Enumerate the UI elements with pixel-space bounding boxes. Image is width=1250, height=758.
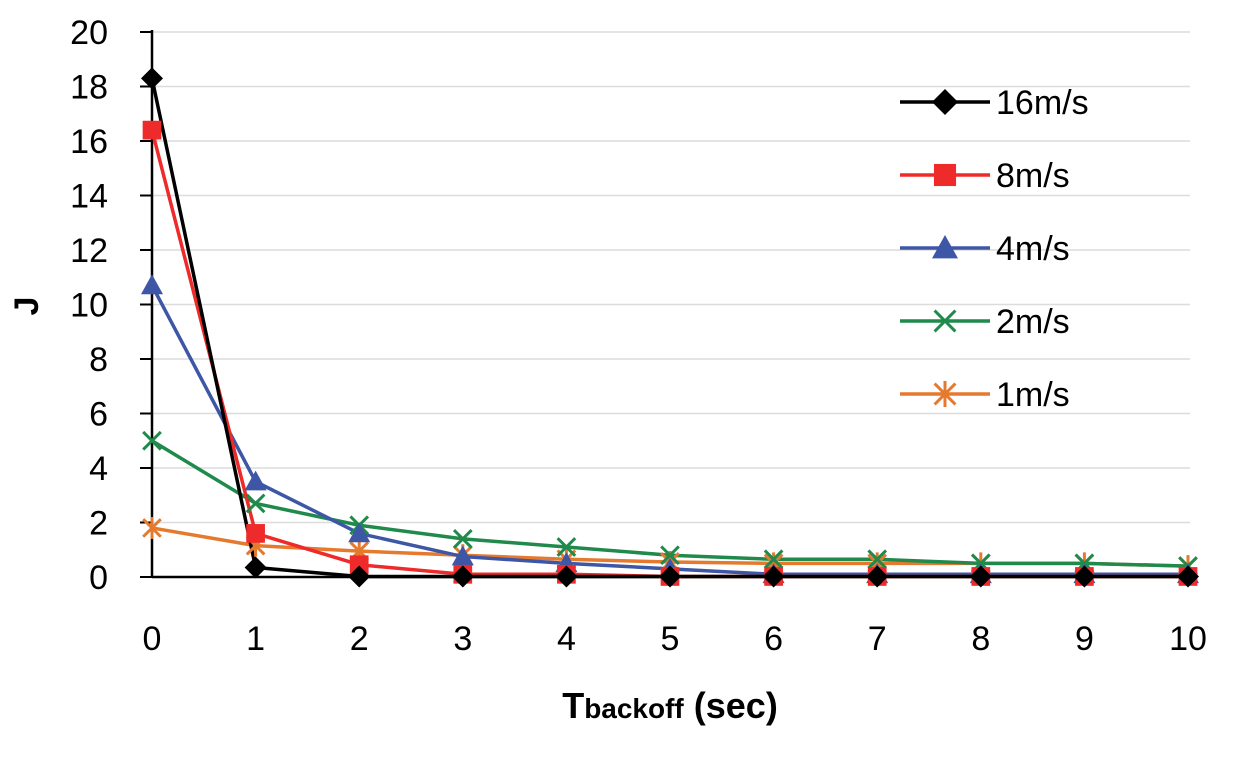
x-tick-label: 9 bbox=[1075, 620, 1094, 658]
y-tick-label: 6 bbox=[89, 396, 108, 434]
data-point-marker bbox=[867, 549, 888, 570]
gridlines bbox=[140, 31, 1190, 578]
x-axis-title-subscript: backoff bbox=[584, 693, 684, 724]
y-tick-label: 4 bbox=[89, 450, 108, 488]
y-tick-label: 2 bbox=[89, 505, 108, 543]
x-tick-label: 1 bbox=[246, 620, 265, 658]
y-tick-label: 18 bbox=[70, 69, 108, 107]
data-point-marker bbox=[348, 565, 371, 588]
data-point-marker bbox=[349, 555, 369, 575]
y-tick-label: 0 bbox=[89, 559, 108, 597]
data-point-marker bbox=[660, 545, 680, 566]
series-markers-2m-s bbox=[142, 430, 1198, 576]
y-tick-label: 14 bbox=[70, 178, 108, 216]
series-markers bbox=[141, 67, 1199, 588]
data-point-marker bbox=[932, 235, 958, 259]
legend-item: 4m/s bbox=[900, 230, 1070, 268]
data-point-marker bbox=[141, 67, 163, 90]
x-tick-label: 0 bbox=[143, 620, 162, 658]
data-point-marker bbox=[142, 430, 162, 451]
y-tick-label: 20 bbox=[70, 14, 108, 52]
x-tick-label: 4 bbox=[557, 620, 576, 658]
data-point-marker bbox=[142, 120, 162, 140]
data-point-marker bbox=[1073, 565, 1096, 588]
data-point-marker bbox=[555, 565, 578, 588]
legend-label: 16m/s bbox=[996, 84, 1089, 122]
legend-item: 16m/s bbox=[900, 84, 1089, 122]
legend-label: 4m/s bbox=[996, 230, 1070, 268]
data-point-marker bbox=[763, 549, 784, 570]
data-point-marker bbox=[762, 565, 785, 588]
y-axis-title: J bbox=[8, 297, 46, 316]
x-tick-label: 3 bbox=[453, 620, 472, 658]
x-axis-title-main: T bbox=[562, 685, 584, 726]
x-tick-label: 8 bbox=[971, 620, 990, 658]
y-tick-label: 16 bbox=[70, 123, 108, 161]
data-point-marker bbox=[933, 309, 957, 333]
y-tick-label: 8 bbox=[89, 341, 108, 379]
y-tick-labels: 0 2 4 6 8 10 12 14 16 18 20 bbox=[70, 14, 108, 597]
data-point-marker bbox=[932, 89, 958, 115]
data-point-marker bbox=[659, 565, 681, 588]
x-axis-title: Tbackoff (sec) bbox=[562, 685, 778, 726]
legend: 16m/s 8m/s 4m/s 2m/s 1m/s bbox=[900, 84, 1089, 414]
x-tick-label: 10 bbox=[1169, 620, 1207, 658]
legend-label: 1m/s bbox=[996, 376, 1070, 414]
data-point-marker bbox=[452, 528, 473, 549]
x-tick-label: 5 bbox=[661, 620, 680, 658]
data-point-marker bbox=[246, 524, 265, 543]
x-tick-label: 2 bbox=[350, 620, 369, 658]
series-markers-16m-s bbox=[141, 67, 1199, 588]
y-tick-label: 10 bbox=[70, 287, 108, 325]
data-point-marker bbox=[244, 556, 267, 579]
data-point-marker bbox=[244, 470, 267, 491]
legend-label: 2m/s bbox=[996, 303, 1070, 341]
data-point-marker bbox=[969, 565, 992, 588]
series-line-8m-s bbox=[150, 129, 1188, 579]
data-point-marker bbox=[141, 274, 163, 295]
legend-item: 8m/s bbox=[900, 157, 1070, 195]
data-point-marker bbox=[451, 545, 474, 566]
x-tick-label: 6 bbox=[764, 620, 783, 658]
legend-label: 8m/s bbox=[996, 157, 1070, 195]
data-point-marker bbox=[245, 493, 266, 514]
data-point-marker bbox=[556, 537, 577, 557]
data-point-marker bbox=[348, 522, 371, 543]
data-point-marker bbox=[1177, 565, 1199, 588]
x-axis-title-unit: (sec) bbox=[684, 685, 778, 726]
x-tick-labels: 0 1 2 3 4 5 6 7 8 9 10 bbox=[143, 620, 1207, 658]
data-point-marker bbox=[142, 516, 162, 539]
data-point-marker bbox=[933, 381, 957, 407]
legend-item: 2m/s bbox=[900, 303, 1070, 341]
y-tick-label: 12 bbox=[70, 232, 108, 270]
data-point-marker bbox=[933, 163, 957, 187]
x-tick-label: 7 bbox=[868, 620, 887, 658]
data-point-marker bbox=[866, 565, 889, 588]
data-point-marker bbox=[451, 565, 474, 588]
legend-item: 1m/s bbox=[900, 376, 1070, 414]
